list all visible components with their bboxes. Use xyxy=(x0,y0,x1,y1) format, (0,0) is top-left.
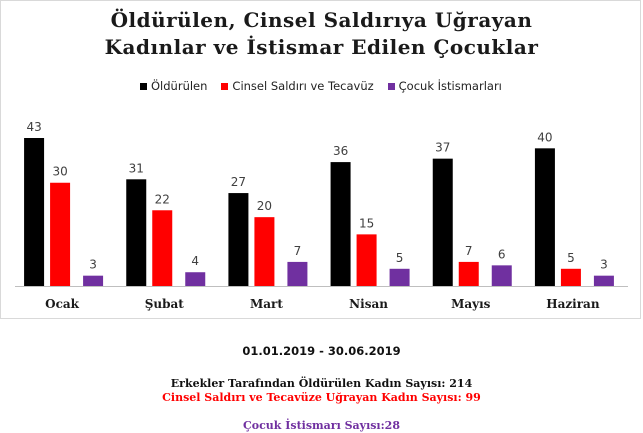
legend-label-assault: Cinsel Saldırı ve Tecavüz xyxy=(232,79,374,93)
legend-label-abuse: Çocuk İstismarları xyxy=(398,79,502,93)
data-label-abuse-1: 4 xyxy=(191,254,199,268)
stat-assault: Cinsel Saldırı ve Tecavüze Uğrayan Kadın… xyxy=(162,391,481,404)
bar-abuse-3 xyxy=(389,268,410,286)
bar-killed-3 xyxy=(330,162,351,286)
data-label-abuse-3: 5 xyxy=(396,251,404,265)
legend-swatch-killed xyxy=(140,82,147,90)
bar-assault-1 xyxy=(152,210,173,286)
stat-abuse: Çocuk İstismarı Sayısı:28 xyxy=(243,419,400,432)
data-label-abuse-4: 6 xyxy=(498,247,506,261)
bar-assault-2 xyxy=(254,217,275,286)
legend-swatch-assault xyxy=(221,82,229,90)
chart-legend: Öldürülen Cinsel Saldırı ve Tecavüz Çocu… xyxy=(140,78,516,94)
data-label-abuse-5: 3 xyxy=(600,258,608,272)
data-label-killed-2: 27 xyxy=(231,175,246,189)
x-tick-label-3: Nisan xyxy=(349,297,388,311)
bar-assault-4 xyxy=(458,261,479,286)
x-tick-label-1: Şubat xyxy=(145,297,185,311)
x-tick-label-0: Ocak xyxy=(45,297,80,311)
x-tick-label-2: Mart xyxy=(250,297,283,311)
legend-item-killed: Öldürülen xyxy=(140,79,207,93)
data-label-assault-1: 22 xyxy=(155,192,170,206)
bar-assault-0 xyxy=(50,182,71,286)
chart-frame xyxy=(0,0,641,319)
data-label-abuse-2: 7 xyxy=(294,244,302,258)
data-label-assault-2: 20 xyxy=(257,199,272,213)
date-range: 01.01.2019 - 30.06.2019 xyxy=(242,344,401,358)
bar-abuse-0 xyxy=(83,275,104,286)
chart-title-line-2: Kadınlar ve İstismar Edilen Çocuklar xyxy=(104,35,539,59)
data-label-killed-0: 43 xyxy=(26,120,41,134)
bar-killed-1 xyxy=(126,179,147,286)
data-label-killed-3: 36 xyxy=(333,144,348,158)
bar-assault-3 xyxy=(356,234,377,286)
bar-chart: 43303Ocak31224Şubat27207Mart36155Nisan37… xyxy=(15,120,628,311)
data-label-killed-4: 37 xyxy=(435,141,450,155)
data-label-assault-5: 5 xyxy=(567,251,575,265)
chart-title-line-1: Öldürülen, Cinsel Saldırıya Uğrayan xyxy=(110,8,533,32)
bar-assault-5 xyxy=(560,268,581,286)
legend-swatch-abuse xyxy=(387,82,395,90)
legend-label-killed: Öldürülen xyxy=(151,79,208,93)
data-label-killed-1: 31 xyxy=(129,161,144,175)
bar-killed-2 xyxy=(228,193,249,286)
data-label-assault-3: 15 xyxy=(359,216,374,230)
legend-item-assault: Cinsel Saldırı ve Tecavüz xyxy=(221,79,374,93)
data-label-assault-4: 7 xyxy=(465,244,473,258)
bar-killed-0 xyxy=(24,138,45,286)
bar-killed-5 xyxy=(534,148,555,286)
data-label-assault-0: 30 xyxy=(52,165,67,179)
bar-abuse-4 xyxy=(491,265,512,286)
data-label-abuse-0: 3 xyxy=(89,258,97,272)
stat-killed: Erkekler Tarafından Öldürülen Kadın Sayı… xyxy=(170,377,473,390)
bar-abuse-2 xyxy=(287,261,308,286)
x-tick-label-5: Haziran xyxy=(546,297,600,311)
x-tick-label-4: Mayıs xyxy=(451,297,491,311)
bar-abuse-5 xyxy=(593,275,614,286)
bar-abuse-1 xyxy=(185,272,206,286)
legend-item-abuse: Çocuk İstismarları xyxy=(387,79,502,93)
bar-killed-4 xyxy=(432,158,453,286)
data-label-killed-5: 40 xyxy=(537,130,552,144)
